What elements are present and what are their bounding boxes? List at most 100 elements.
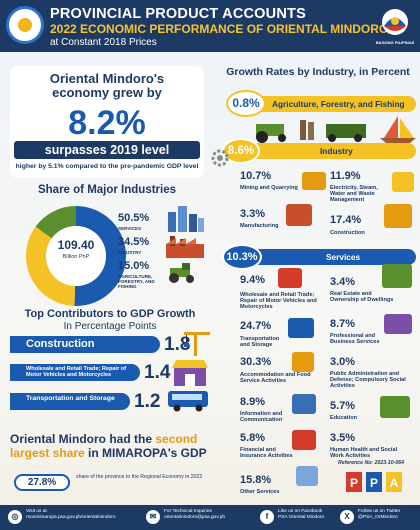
mining-growth-label: Mining and Quarrying bbox=[240, 185, 298, 191]
ppa-logo: P P A bbox=[346, 472, 402, 492]
otherservices-growth-label: Other Services bbox=[240, 489, 280, 495]
agri-tractor-icon bbox=[169, 263, 194, 283]
services-banner bbox=[236, 249, 416, 265]
contributor-wholesale-label: Wholesale and Retail Trade; Repair of Mo… bbox=[26, 366, 127, 378]
svg-text:A: A bbox=[390, 476, 399, 490]
manufacturing-growth-label: Manufacturing bbox=[240, 223, 279, 229]
professional-growth-label: Professional and Business Services bbox=[330, 333, 380, 345]
contributors-subtitle: In Percentage Points bbox=[63, 321, 157, 332]
share-slice-agri bbox=[35, 206, 76, 239]
transport-growth-label: Transportation and Storage bbox=[240, 336, 280, 348]
shopping-cart-icon bbox=[278, 268, 302, 288]
agri-growth-label: Agriculture, Forestry, and Fishing bbox=[272, 99, 405, 109]
footer-visit: Visit us at rsoomimaropa.psa.gov.ph/orien… bbox=[26, 509, 116, 521]
footer-fb-label: Like us on Facebook bbox=[278, 509, 323, 514]
footer-tech-email[interactable]: orientalmindoro@psa.gov.ph bbox=[164, 515, 226, 520]
headline-text: Oriental Mindoro's economy grew by bbox=[10, 72, 204, 100]
contributor-construction-value: 1.8 bbox=[164, 334, 191, 355]
briefcase-icon bbox=[384, 314, 412, 334]
page-subtitle: 2022 ECONOMIC PERFORMANCE OF ORIENTAL MI… bbox=[50, 22, 389, 36]
share-services-label: SERVICES bbox=[118, 226, 142, 231]
health-growth-pct: 3.5% bbox=[330, 432, 356, 444]
pre-pandemic-note: higher by 5.1% compared to the pre-pande… bbox=[15, 163, 199, 170]
price-basis: at Constant 2018 Prices bbox=[50, 37, 157, 48]
growth-rates-title: Growth Rates by Industry, in Percent bbox=[226, 66, 410, 78]
realestate-growth-pct: 3.4% bbox=[330, 276, 356, 288]
mimaropa-heading-part2: in MIMAROPA's GDP bbox=[84, 446, 207, 460]
transport-growth-pct: 24.7% bbox=[240, 320, 272, 332]
mining-truck-icon bbox=[302, 172, 326, 190]
industry-factory-icon bbox=[166, 236, 204, 258]
services-buildings-icon bbox=[168, 206, 204, 232]
facebook-icon: f bbox=[260, 510, 274, 524]
share-services-pct: 50.5% bbox=[118, 212, 150, 224]
factory-icon bbox=[286, 204, 312, 226]
contributors-title: Top Contributors to GDP Growth bbox=[24, 308, 196, 320]
umbrella-icon bbox=[292, 430, 316, 450]
psa-logo bbox=[6, 6, 44, 44]
footer-visit-link[interactable]: rsoomimaropa.psa.gov.ph/orientalmindoro bbox=[26, 515, 116, 520]
footer-visit-label: Visit us at bbox=[26, 509, 47, 514]
truck-icon bbox=[288, 318, 314, 338]
contributor-transport-label: Transportation and Storage bbox=[26, 395, 115, 402]
crane-icon bbox=[184, 332, 210, 356]
education-growth-label: Education bbox=[330, 415, 358, 421]
headline-line1: Oriental Mindoro's bbox=[49, 71, 165, 86]
water-tower-icon bbox=[392, 172, 414, 192]
svg-text:BAGONG PILIPINAS: BAGONG PILIPINAS bbox=[376, 40, 414, 45]
services-growth-label: Services bbox=[326, 252, 361, 262]
mail-icon: ✉ bbox=[146, 510, 160, 524]
electricity-growth-pct: 11.9% bbox=[330, 170, 361, 182]
share-agri-label: AGRICULTURE, FORESTRY, AND FISHING bbox=[118, 274, 155, 289]
psa-logo-sun-icon bbox=[18, 18, 32, 32]
share-industry-pct: 34.5% bbox=[118, 236, 150, 248]
industry-banner bbox=[236, 143, 416, 159]
contributor-construction-bar: Construction bbox=[10, 336, 160, 353]
footer-fb-link[interactable]: PSA Oriental Mindoro bbox=[278, 515, 325, 520]
surpasses-banner: surpasses 2019 level bbox=[14, 141, 200, 159]
gdp-total-unit: Billion PhP bbox=[62, 254, 90, 260]
school-icon bbox=[380, 396, 410, 418]
svg-text:P: P bbox=[370, 476, 378, 490]
agri-growth-pct: 0.8% bbox=[226, 90, 266, 117]
mimaropa-heading-largest: largest share bbox=[10, 446, 85, 460]
contributor-wholesale-bar: Wholesale and Retail Trade; Repair of Mo… bbox=[10, 364, 140, 381]
contributor-transport-bar: Transportation and Storage bbox=[10, 393, 130, 410]
hotel-icon bbox=[292, 352, 314, 372]
footer-tech: For Technical Inquiries orientalmindoro@p… bbox=[164, 509, 225, 521]
publicadmin-growth-pct: 3.0% bbox=[330, 356, 356, 368]
share-industry-label: INDUSTRY bbox=[118, 250, 142, 255]
store-icon bbox=[172, 360, 208, 386]
bus-icon bbox=[168, 391, 208, 412]
contributor-transport-value: 1.2 bbox=[134, 391, 161, 412]
header-bar bbox=[0, 0, 420, 52]
agri-banner bbox=[246, 96, 416, 112]
publicadmin-growth-label: Public Administration and Defense; Compu… bbox=[330, 371, 406, 389]
mimaropa-heading-part1: Oriental Mindoro had the bbox=[10, 432, 156, 446]
contributor-construction-label: Construction bbox=[26, 338, 95, 350]
financial-growth-pct: 5.8% bbox=[240, 432, 266, 444]
page-title: PROVINCIAL PRODUCT ACCOUNTS bbox=[50, 6, 306, 22]
mimaropa-heading-second: second bbox=[155, 432, 198, 446]
wholesale-growth-pct: 9.4% bbox=[240, 274, 266, 286]
financial-growth-label: Financial and Insurance Activities bbox=[240, 447, 293, 459]
otherservices-growth-pct: 15.8% bbox=[240, 474, 272, 486]
footer-tw-link[interactable]: @PSA_OrMindoro bbox=[358, 515, 398, 520]
professional-growth-pct: 8.7% bbox=[330, 318, 356, 330]
svg-text:P: P bbox=[350, 476, 358, 490]
construction-crane-icon bbox=[384, 204, 412, 228]
services-growth-pct: 10.3% bbox=[222, 244, 262, 270]
mimaropa-share-note: share of the province to the Regional Ec… bbox=[76, 474, 203, 480]
infocomm-growth-label: Information and Communication bbox=[240, 411, 283, 423]
economy-growth-value: 8.2% bbox=[68, 104, 146, 142]
accommodation-growth-pct: 30.3% bbox=[240, 356, 272, 368]
twitter-x-icon: X bbox=[340, 510, 354, 524]
mimaropa-share-heading: Oriental Mindoro had the second largest … bbox=[10, 432, 210, 460]
headline-line2: economy grew by bbox=[52, 85, 162, 100]
accommodation-growth-label: Accommodation and Food Service Activitie… bbox=[240, 372, 311, 384]
construction-growth-label: Construction bbox=[330, 230, 365, 236]
footer-tw: Follow us on Twitter @PSA_OrMindoro bbox=[358, 509, 400, 521]
contributor-wholesale-value: 1.4 bbox=[144, 362, 171, 383]
agri-tractor-boat-icon bbox=[256, 116, 416, 143]
share-slice-industry bbox=[25, 226, 76, 306]
